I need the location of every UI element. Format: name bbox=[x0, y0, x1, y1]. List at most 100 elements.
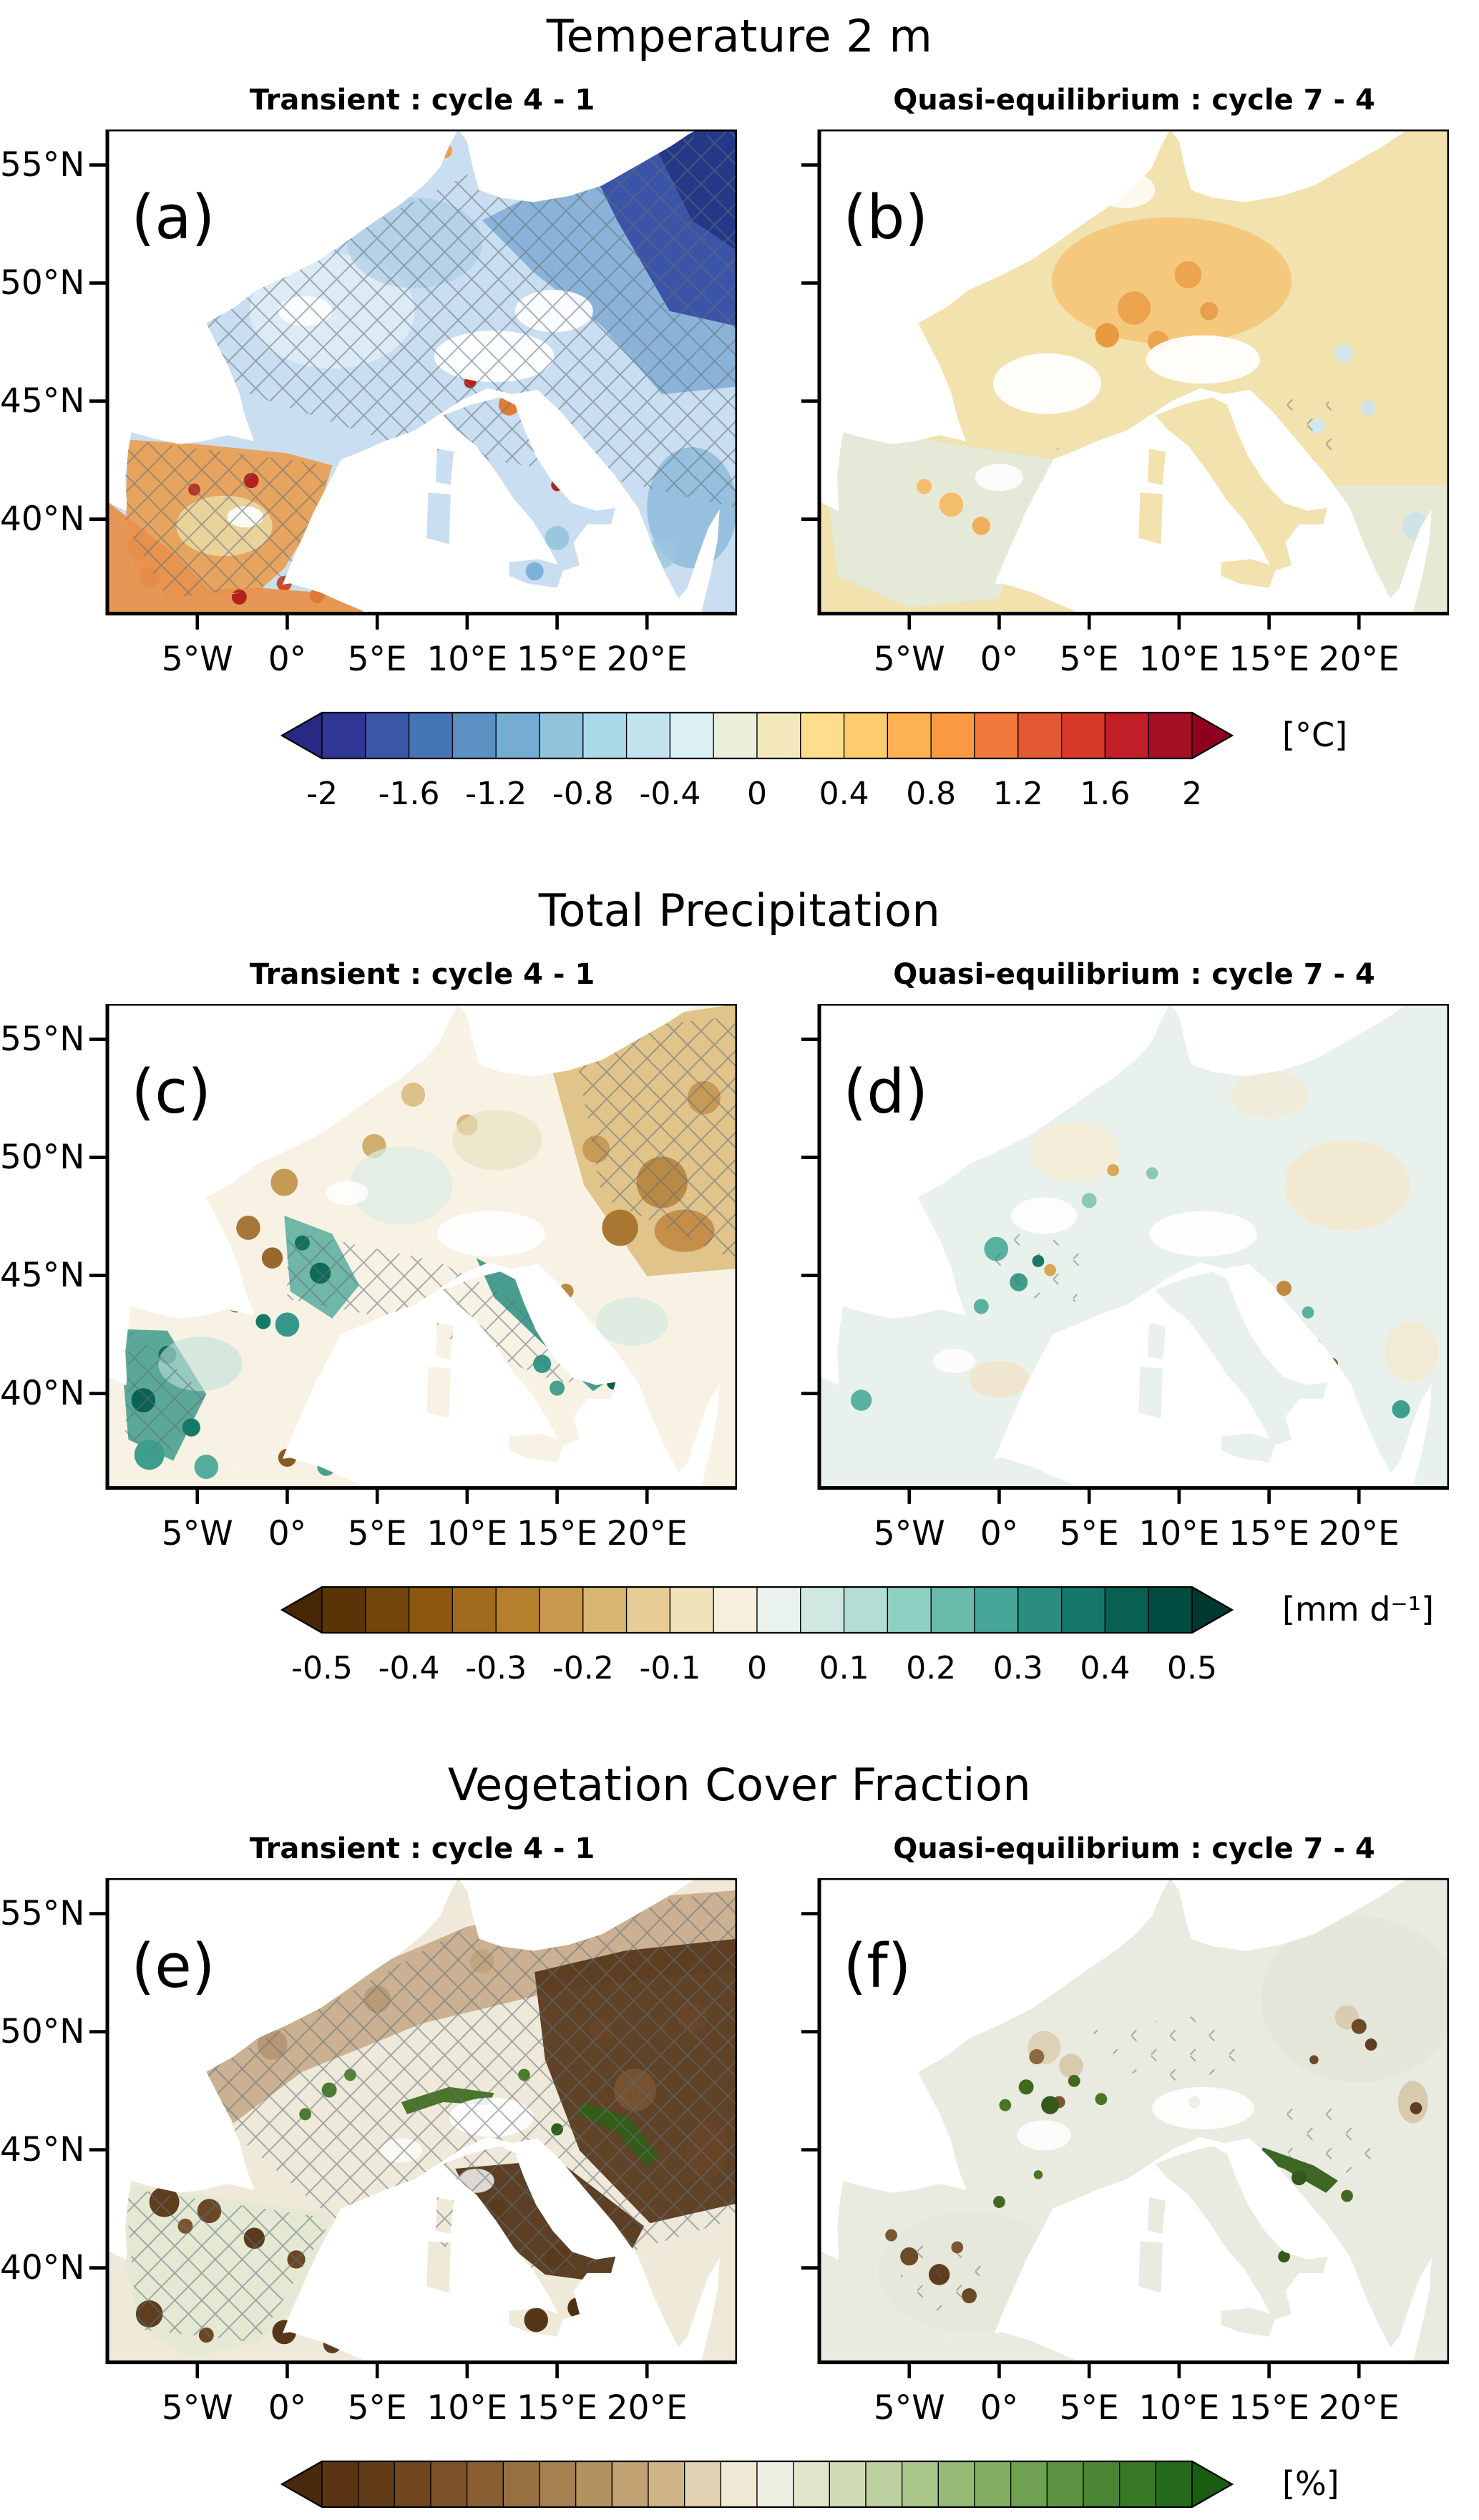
lon-tick-label: 5°W bbox=[161, 2388, 233, 2428]
lat-tick-label: 45°N bbox=[0, 381, 85, 421]
lat-tick-label: 55°N bbox=[0, 1019, 85, 1059]
panel-label: (d) bbox=[844, 1057, 929, 1127]
colorbar-cell bbox=[625, 1586, 671, 1633]
colorbar-temperature: -2 -1.6 -1.2 -0.8 -0.4 0 0.4 0.8 1.2 1.6 2 bbox=[280, 711, 1234, 812]
panels-row: 55°N 50°N 45°N 40°N (c) (d) bbox=[0, 1004, 1479, 1504]
colorbar-tick-label: -0.8 bbox=[552, 776, 614, 812]
map-frame bbox=[105, 1878, 737, 2365]
section-temperature: Temperature 2 m Transient : cycle 4 - 1 … bbox=[0, 0, 1479, 816]
lon-tick-label: 20°E bbox=[1318, 2388, 1400, 2428]
lon-tick-label: 0° bbox=[268, 2388, 307, 2428]
subtitle-transient: Transient : cycle 4 - 1 bbox=[249, 958, 595, 991]
lat-tick-label: 50°N bbox=[0, 2011, 85, 2051]
axis-ticks bbox=[801, 163, 1361, 630]
map-d: (d) bbox=[801, 1004, 1449, 1504]
lon-tick-label: 0° bbox=[268, 640, 307, 679]
lat-tick-label: 40°N bbox=[0, 2247, 85, 2287]
longitude-axis-labels: 5°W 0° 5°E 10°E 15°E 20°E bbox=[819, 2383, 1449, 2433]
colorbar-cell bbox=[408, 1586, 454, 1633]
latitude-axis-labels: 55°N 50°N 45°N 40°N bbox=[0, 130, 84, 614]
section-title-precipitation: Total Precipitation bbox=[538, 884, 941, 937]
colorbar-row-temperature: -2 -1.6 -1.2 -0.8 -0.4 0 0.4 0.8 1.2 1.6 2 [°C] bbox=[278, 708, 1479, 816]
map-frame bbox=[105, 130, 737, 616]
colorbar-cell bbox=[611, 2461, 649, 2508]
lon-tick-label: 5°E bbox=[1059, 640, 1119, 679]
colorbar-cell bbox=[1155, 2461, 1193, 2508]
panel-label: (b) bbox=[844, 182, 929, 253]
colorbar-cell bbox=[1017, 1586, 1063, 1633]
colorbar-tick-label: -0.4 bbox=[379, 1650, 440, 1686]
colorbar-cell bbox=[321, 712, 366, 759]
map-panel-d: (d) bbox=[801, 1004, 1449, 1504]
colorbar-tick-label: -0.3 bbox=[465, 1650, 527, 1686]
map-frame bbox=[817, 130, 1449, 616]
colorbar-cell bbox=[713, 1586, 758, 1633]
colorbar-cell bbox=[843, 1586, 889, 1633]
lon-tick-label: 0° bbox=[980, 640, 1019, 679]
colorbar-cell bbox=[408, 712, 454, 759]
lon-tick-label: 5°W bbox=[873, 1514, 945, 1553]
lon-tick-label: 10°E bbox=[1138, 640, 1220, 679]
map-e: (e) bbox=[89, 1878, 737, 2378]
subtitle-quasi-equilibrium: Quasi-equilibrium : cycle 7 - 4 bbox=[893, 1832, 1375, 1865]
axis-ticks bbox=[89, 163, 649, 630]
lon-tick-label: 15°E bbox=[517, 640, 598, 679]
lon-tick-label: 15°E bbox=[1229, 1514, 1310, 1553]
lon-tick-label: 20°E bbox=[606, 2388, 688, 2428]
longitude-axis-labels: 5°W 0° 5°E 10°E 15°E 20°E bbox=[107, 1508, 737, 1558]
longitude-axis-row: 5°W 0° 5°E 10°E 15°E 20°E 5°W 0° 5°E 10°E 15°E 20°… bbox=[107, 2383, 1479, 2433]
colorbar-cell bbox=[756, 2461, 794, 2508]
colorbar-cell bbox=[1148, 1586, 1193, 1633]
subtitle-row: Transient : cycle 4 - 1 Quasi-equilibriu… bbox=[107, 1832, 1479, 1865]
lon-tick-label: 20°E bbox=[606, 1514, 688, 1553]
lon-tick-label: 20°E bbox=[606, 640, 688, 679]
colorbar-cell bbox=[495, 1586, 540, 1633]
colorbar-arrow-left bbox=[280, 1586, 323, 1634]
colorbar-tick-label: 0.8 bbox=[906, 776, 956, 812]
colorbar-cell bbox=[495, 712, 540, 759]
panel-label: (c) bbox=[132, 1057, 211, 1127]
map-panel-a: 55°N 50°N 45°N 40°N (a) bbox=[0, 130, 737, 630]
colorbar-cell bbox=[648, 2461, 685, 2508]
colorbar-tick-label: 0.2 bbox=[906, 1650, 956, 1686]
colorbar-arrow-left bbox=[280, 711, 323, 760]
lon-tick-label: 15°E bbox=[1229, 2388, 1310, 2428]
colorbar-cell bbox=[1083, 2461, 1121, 2508]
colorbar-cell bbox=[974, 712, 1019, 759]
lon-tick-label: 10°E bbox=[426, 2388, 508, 2428]
lon-tick-label: 10°E bbox=[426, 640, 508, 679]
axis-ticks bbox=[801, 1912, 1361, 2378]
colorbar-tick-label: -2 bbox=[306, 776, 338, 812]
lon-tick-label: 5°W bbox=[161, 1514, 233, 1553]
colorbar-cell bbox=[902, 2461, 939, 2508]
colorbar-cell bbox=[865, 2461, 903, 2508]
subtitle-quasi-equilibrium: Quasi-equilibrium : cycle 7 - 4 bbox=[893, 958, 1375, 991]
longitude-axis-labels: 5°W 0° 5°E 10°E 15°E 20°E bbox=[819, 634, 1449, 684]
lat-tick-label: 50°N bbox=[0, 1137, 85, 1177]
colorbar-cell bbox=[974, 1586, 1019, 1633]
colorbar-tick-label: 1.2 bbox=[993, 776, 1043, 812]
colorbar-cell bbox=[451, 712, 497, 759]
axis-ticks bbox=[801, 1037, 1361, 1504]
colorbar-border bbox=[280, 2460, 1234, 2509]
colorbar-cell bbox=[321, 1586, 366, 1633]
colorbar-arrow-right bbox=[1191, 711, 1234, 760]
colorbar-cell bbox=[930, 712, 975, 759]
longitude-axis-row: 5°W 0° 5°E 10°E 15°E 20°E 5°W 0° 5°E 10°E 15°E 20°… bbox=[107, 634, 1479, 684]
colorbar-unit-vegetation: [%] bbox=[1282, 2464, 1339, 2503]
map-frame bbox=[105, 1004, 737, 1490]
colorbar-tick-label: -0.1 bbox=[639, 1650, 701, 1686]
colorbar-cell bbox=[1060, 1586, 1106, 1633]
lon-tick-label: 5°W bbox=[873, 2388, 945, 2428]
colorbar-cell bbox=[756, 1586, 801, 1633]
colorbar-cell bbox=[365, 1586, 410, 1633]
colorbar-cell bbox=[1060, 712, 1106, 759]
panel-label: (e) bbox=[132, 1931, 215, 2001]
colorbar-cell bbox=[720, 2461, 758, 2508]
lon-tick-label: 15°E bbox=[1229, 640, 1310, 679]
colorbar-cell bbox=[1148, 712, 1193, 759]
colorbar-tick-label: 0.3 bbox=[993, 1650, 1043, 1686]
colorbar-cell bbox=[937, 2461, 975, 2508]
colorbar-cell bbox=[1017, 712, 1063, 759]
